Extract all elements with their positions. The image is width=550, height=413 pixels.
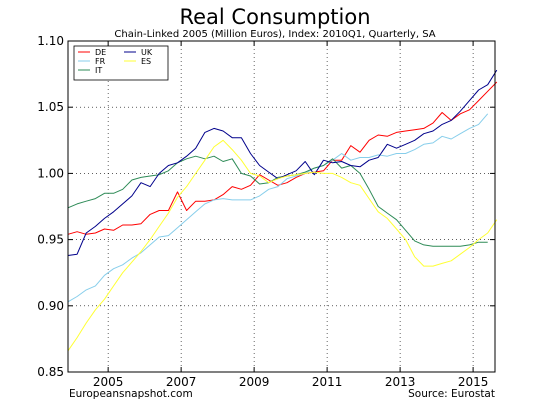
x-tick-label: 2013: [385, 375, 416, 389]
axis-ticks: 2005 2007 2009 2011 2013 2015 0.85 0.90 0.95 1.00…: [37, 34, 495, 389]
x-tick-label: 2011: [312, 375, 343, 389]
legend-label-it: IT: [95, 66, 102, 75]
chart-title: Real Consumption: [179, 5, 370, 29]
x-tick-label: 2015: [458, 375, 489, 389]
series-line-uk: [67, 69, 498, 256]
x-tick-label: 2005: [93, 375, 124, 389]
series-lines: [67, 69, 498, 352]
y-tick-label: 0.90: [37, 299, 64, 313]
grid: [68, 41, 495, 372]
y-tick-label: 1.05: [37, 100, 64, 114]
legend-label-es: ES: [141, 57, 151, 66]
x-tick-label: 2009: [239, 375, 270, 389]
series-line-de: [67, 81, 498, 235]
plot-frame: [67, 40, 496, 373]
legend-box: [73, 45, 169, 81]
source-left: Europeansnapshot.com: [69, 388, 193, 400]
y-tick-label: 1.00: [37, 166, 64, 180]
legend-label-uk: UK: [141, 48, 153, 57]
series-line-es: [67, 139, 498, 352]
legend-label-fr: FR: [95, 57, 106, 66]
y-tick-label: 1.10: [37, 34, 64, 48]
x-tick-label: 2007: [166, 375, 197, 389]
series-line-it: [67, 155, 488, 247]
legend-label-de: DE: [95, 48, 106, 57]
y-tick-label: 0.85: [37, 365, 64, 379]
series-line-fr: [67, 113, 489, 303]
y-tick-label: 0.95: [37, 233, 64, 247]
source-right: Source: Eurostat: [408, 388, 495, 400]
chart-subtitle: Chain-Linked 2005 (Million Euros), Index…: [114, 29, 435, 40]
